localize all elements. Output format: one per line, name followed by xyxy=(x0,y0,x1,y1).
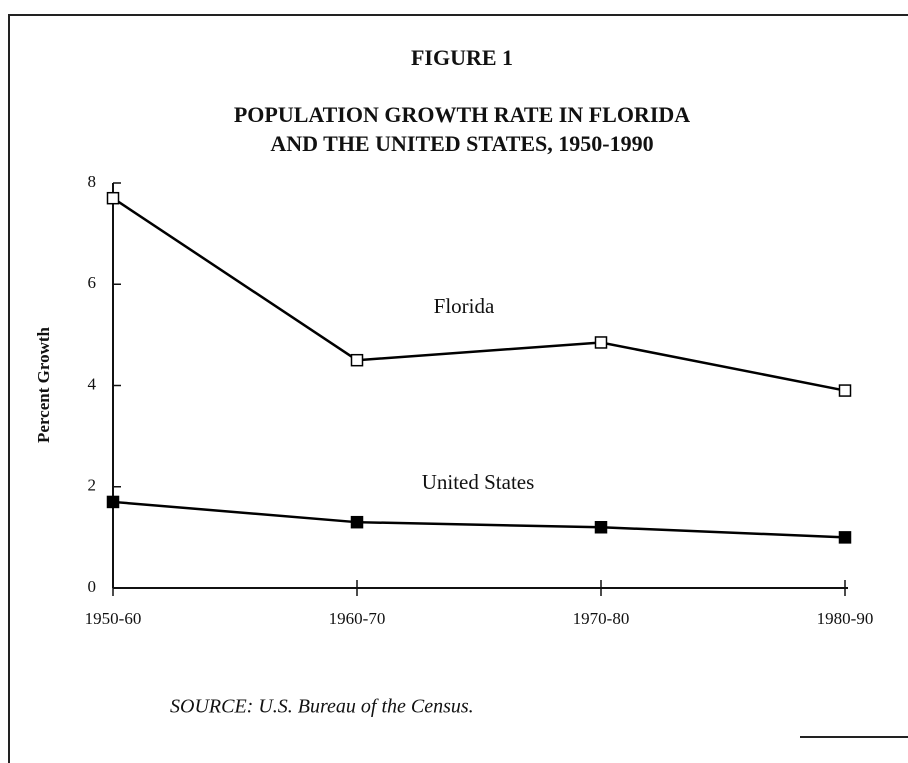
x-tick-label: 1960-70 xyxy=(329,609,386,628)
x-tick-label: 1980-90 xyxy=(817,609,874,628)
point-marker xyxy=(838,384,852,397)
y-tick-label: 8 xyxy=(88,172,97,191)
source-note: SOURCE: U.S. Bureau of the Census. xyxy=(170,696,474,718)
point-marker xyxy=(106,495,120,509)
y-tick-label: 6 xyxy=(88,273,97,292)
chart-subtitle: AND THE UNITED STATES, 1950-1990 xyxy=(270,131,653,156)
point-marker xyxy=(106,191,120,205)
point-marker xyxy=(350,353,364,367)
point-marker xyxy=(594,336,608,349)
chart-title: FIGURE 1 xyxy=(411,45,513,70)
point-marker xyxy=(838,531,852,544)
point-marker xyxy=(594,521,608,534)
series-line xyxy=(112,197,846,392)
x-tick-label: 1970-80 xyxy=(573,609,630,628)
series-label: United States xyxy=(422,470,535,494)
series-line xyxy=(112,500,846,539)
y-tick-label: 4 xyxy=(88,374,97,393)
y-tick-label: 0 xyxy=(88,577,97,596)
point-marker xyxy=(350,515,364,529)
series-label: Florida xyxy=(434,294,495,318)
y-tick-label: 2 xyxy=(88,476,97,495)
chart-subtitle: POPULATION GROWTH RATE IN FLORIDA xyxy=(234,102,690,127)
x-tick-label: 1950-60 xyxy=(85,609,142,628)
y-axis-label: Percent Growth xyxy=(34,326,53,443)
